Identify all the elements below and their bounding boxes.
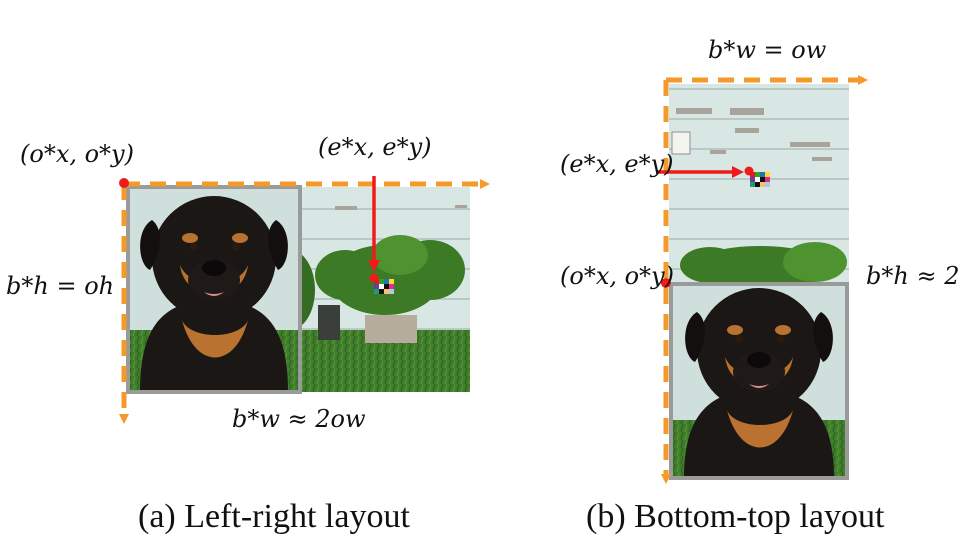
panel-b-height-label-text: b*h ≈ 2 — [866, 262, 960, 290]
panel-b-dog-box — [669, 282, 849, 480]
panel-b-origin-point — [661, 278, 671, 288]
panel-a-origin-label: (o*x, o*y) — [20, 140, 134, 168]
panel-b-origin-label: (o*x, o*y) — [560, 262, 674, 290]
panel-a-origin-point — [119, 178, 129, 188]
panel-a-width-label: b*w ≈ 2ow — [232, 405, 366, 433]
panel-b-width-label: b*w = ow — [708, 36, 826, 64]
panel-a-height-label: b*h = oh — [6, 272, 114, 300]
panel-a-anchor-label-text: (e*x, e*y) — [318, 133, 432, 161]
panel-a-dog-box — [126, 185, 302, 394]
panel-b-height-label: b*h ≈ 2 — [866, 262, 959, 290]
panel-b-origin-label-text: (o*x, o*y) — [560, 262, 674, 290]
panel-b-caption: (b) Bottom-top layout — [586, 498, 885, 535]
panel-b-anchor-label-text: (e*x, e*y) — [560, 150, 674, 178]
panel-a-dog-image — [128, 187, 300, 392]
panel-b — [656, 75, 868, 484]
panel-a-caption: (a) Left-right layout — [138, 498, 410, 535]
panel-a-width-label-text: b*w ≈ 2ow — [232, 405, 366, 433]
panel-b-color-patch — [750, 172, 770, 187]
panel-a-height-label-text: b*h = oh — [6, 272, 115, 300]
panel-a-color-patch — [374, 279, 394, 294]
panel-a-origin-label-text: (o*x, o*y) — [20, 140, 134, 168]
panel-b-dog-image — [671, 284, 847, 478]
panel-a — [119, 176, 490, 424]
panel-b-anchor-label: (e*x, e*y) — [560, 150, 673, 178]
panel-b-width-label-text: b*w = ow — [708, 36, 827, 64]
panel-a-anchor-label: (e*x, e*y) — [318, 133, 431, 161]
